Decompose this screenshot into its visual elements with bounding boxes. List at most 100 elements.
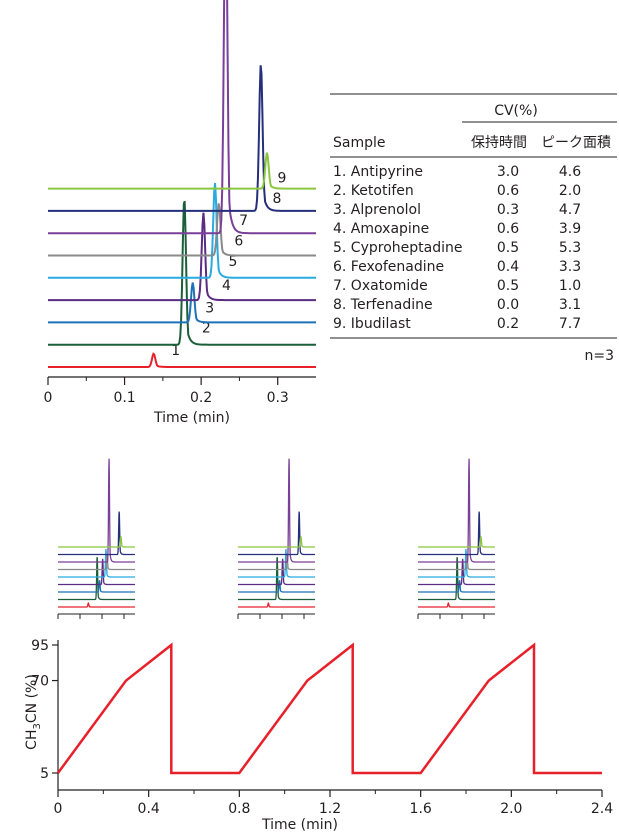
repeat-injection-chromatograms (57, 458, 495, 619)
table-cell-sample: 4. Amoxapine (333, 221, 429, 237)
gradient-x-tick-label: 0.4 (138, 801, 160, 817)
chromatogram-trace-6 (418, 554, 495, 571)
chromatogram-trace-3 (58, 580, 135, 593)
chromatogram-trace-7 (48, 0, 316, 235)
chromatogram-trace-3 (238, 580, 315, 593)
gradient-y-label-subscript: 3 (32, 723, 43, 729)
gradient-y-label-rest: CN (%) (24, 674, 40, 723)
mini-chromatogram-2 (237, 458, 315, 619)
chromatogram-trace-9 (48, 152, 316, 190)
gradient-y-axis-label: CH3CN (%) (24, 674, 43, 750)
chromatogram-trace-1 (238, 601, 315, 608)
chromatogram-trace-2 (58, 557, 135, 601)
chromatogram-trace-1 (48, 352, 316, 368)
chromatogram-trace-3 (48, 282, 316, 324)
table-col-retention-time: 保持時間 (471, 135, 527, 151)
peak-label-1: 1 (171, 343, 180, 359)
chromatogram-trace-6 (48, 203, 316, 257)
gradient-y-tick-label: 95 (31, 638, 49, 654)
main-x-tick-label: 0.3 (267, 390, 289, 406)
chromatogram-trace-1 (418, 601, 495, 608)
peak-label-4: 4 (222, 278, 231, 294)
table-cell-retention-time: 0.5 (497, 278, 519, 294)
table-cell-sample: 7. Oxatomide (333, 278, 428, 294)
table-cell-peak-area: 3.9 (559, 221, 581, 237)
main-x-axis-label: Time (min) (153, 410, 230, 426)
peak-label-2: 2 (202, 321, 211, 337)
gradient-x-tick-label: 0 (54, 801, 63, 817)
gradient-y-tick-label: 70 (31, 674, 49, 690)
table-cell-peak-area: 4.6 (559, 164, 581, 180)
peak-label-9: 9 (278, 171, 287, 187)
table-rows: 1. Antipyrine 3.0 4.6 2. Ketotifen 0.6 2.0 3. … (333, 164, 581, 332)
chromatogram-trace-7 (418, 458, 495, 563)
peak-label-7: 7 (239, 213, 248, 229)
table-cell-sample: 9. Ibudilast (333, 316, 411, 332)
mini-chromatogram-3 (417, 458, 495, 619)
chromatogram-trace-3 (418, 580, 495, 593)
chromatogram-trace-2 (238, 557, 315, 601)
table-cell-sample: 3. Alprenolol (333, 202, 421, 218)
table-cell-retention-time: 0.3 (497, 202, 519, 218)
table-cell-peak-area: 4.7 (559, 202, 581, 218)
chromatogram-trace-9 (58, 536, 135, 548)
peak-label-5: 5 (228, 254, 237, 270)
chromatogram-trace-6 (238, 554, 315, 571)
gradient-profile-line (56, 642, 602, 775)
chromatogram-trace-6 (58, 554, 135, 571)
table-cell-retention-time: 0.5 (497, 240, 519, 256)
table-cell-retention-time: 0.2 (497, 316, 519, 332)
table-cell-sample: 6. Fexofenadine (333, 259, 444, 275)
chromatogram-trace-4 (58, 558, 135, 586)
peak-label-3: 3 (205, 300, 214, 316)
chromatogram-trace-4 (238, 558, 315, 586)
chromatogram-trace-9 (238, 536, 315, 548)
table-cell-sample: 1. Antipyrine (333, 164, 423, 180)
table-cell-sample: 2. Ketotifen (333, 183, 414, 199)
table-group-header: CV(%) (494, 103, 538, 119)
chromatogram-trace-8 (238, 511, 315, 556)
table-cell-peak-area: 3.3 (559, 259, 581, 275)
main-x-tick-label: 0 (44, 390, 53, 406)
peak-label-6: 6 (234, 234, 243, 250)
peak-label-8: 8 (272, 191, 281, 207)
table-cell-retention-time: 0.6 (497, 183, 519, 199)
table-note: n=3 (584, 348, 614, 364)
chromatogram-trace-7 (238, 458, 315, 563)
main-chromatogram: 1 2 34 5 6 7 8 9 (48, 0, 316, 368)
table-cell-peak-area: 5.3 (559, 240, 581, 256)
chromatogram-trace-8 (418, 511, 495, 556)
table-cell-sample: 8. Terfenadine (333, 297, 433, 313)
main-x-tick-label: 0.2 (190, 390, 212, 406)
gradient-x-tick-label: 1.2 (319, 801, 341, 817)
chromatogram-trace-5 (418, 549, 495, 578)
table-cell-retention-time: 0.0 (497, 297, 519, 313)
chromatogram-trace-9 (418, 536, 495, 548)
chromatogram-trace-2 (418, 557, 495, 601)
gradient-chart: 0 0.4 0.8 1.2 1.6 2.0 2.4 5 70 95 (31, 638, 613, 817)
gradient-x-tick-label: 2.0 (500, 801, 522, 817)
chromatogram-trace-8 (48, 65, 316, 212)
table-cell-peak-area: 3.1 (559, 297, 581, 313)
chromatogram-trace-5 (58, 549, 135, 578)
chromatogram-trace-4 (48, 212, 316, 302)
chromatogram-trace-8 (58, 511, 135, 556)
gradient-x-tick-label: 2.4 (591, 801, 613, 817)
mini-chromatogram-1 (57, 458, 135, 619)
table-col-sample: Sample (333, 135, 386, 151)
table-cell-peak-area: 2.0 (559, 183, 581, 199)
table-cell-peak-area: 7.7 (559, 316, 581, 332)
table-cell-peak-area: 1.0 (559, 278, 581, 294)
table-cell-retention-time: 0.4 (497, 259, 519, 275)
chromatogram-trace-5 (238, 549, 315, 578)
chromatogram-trace-5 (48, 182, 316, 279)
gradient-x-tick-label: 0.8 (228, 801, 250, 817)
gradient-y-label-ch: CH (24, 730, 40, 750)
table-cell-retention-time: 0.6 (497, 221, 519, 237)
table-col-peak-area: ピーク面積 (541, 135, 611, 151)
chromatogram-trace-7 (58, 458, 135, 563)
main-chromatogram-x-axis: 0 0.1 0.2 0.3 (44, 376, 316, 406)
chromatogram-trace-1 (58, 601, 135, 608)
gradient-x-tick-label: 1.6 (410, 801, 432, 817)
